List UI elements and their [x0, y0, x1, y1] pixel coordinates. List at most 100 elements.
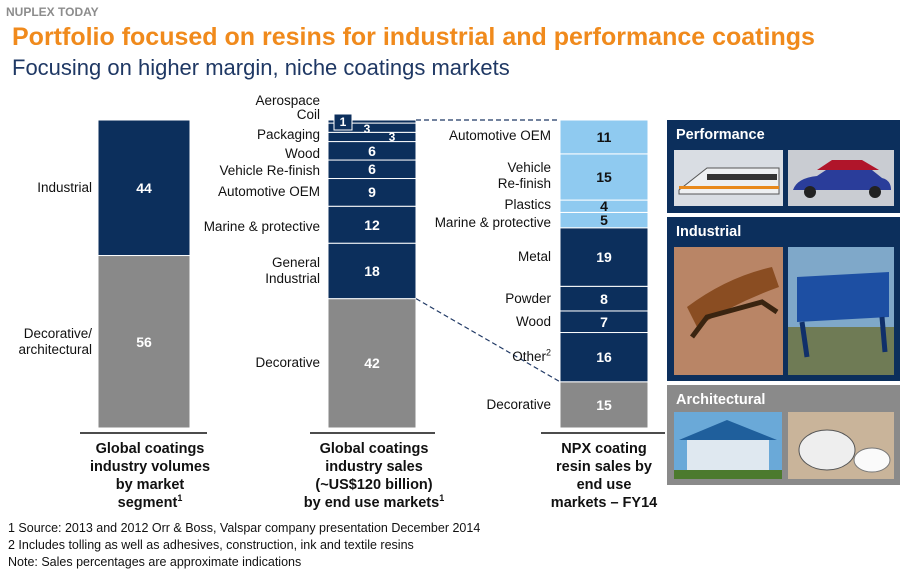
panel-images — [674, 412, 894, 479]
title: Portfolio focused on resins for industri… — [12, 23, 815, 51]
caption-text: NPX coating resin sales by end use marke… — [550, 441, 658, 511]
segment-name: Vehicle Re-finish — [497, 160, 551, 191]
segment-name: Wood — [284, 146, 320, 161]
segment-label: Coil — [297, 107, 320, 123]
value-label: 1 — [339, 115, 347, 129]
value-label: 12 — [364, 216, 380, 233]
wheel — [804, 186, 816, 198]
car-blue — [793, 166, 891, 190]
segment-name: Aerospace — [255, 93, 320, 108]
bar-segment — [327, 119, 417, 124]
segment-label: Wood — [516, 314, 551, 330]
value-label: 3 — [388, 130, 396, 144]
chart-caption: NPX coating resin sales by end use marke… — [551, 440, 657, 512]
segment-name: Powder — [505, 290, 551, 306]
bar-segment — [559, 227, 649, 287]
caption-text: Global coatings industry sales (~US$120 … — [303, 441, 440, 511]
chart-caption: Global coatings industry volumes by mark… — [90, 440, 210, 512]
bench-wood — [687, 267, 779, 327]
bar-segment — [97, 119, 191, 257]
bench-frame — [690, 299, 779, 339]
lawn — [674, 470, 782, 479]
note-marker: 1 — [177, 493, 183, 504]
panel-performance: Performance — [667, 120, 900, 213]
bench-legs — [799, 316, 888, 358]
note-marker: 2 — [545, 347, 551, 358]
segment-name: Plastics — [504, 197, 551, 212]
segment-name: Automotive OEM — [448, 128, 551, 143]
segment-name: Marine & protective — [203, 219, 320, 234]
value-label: 18 — [364, 262, 380, 279]
value-label: 44 — [136, 179, 152, 196]
segment-label: Automotive OEM — [218, 184, 320, 200]
paint-lid — [853, 447, 891, 473]
value-label: 6 — [368, 161, 376, 178]
segment-name: Decorative/ architectural — [18, 325, 92, 357]
segment-label: Vehicle Re-finish — [498, 160, 551, 192]
value-label: 8 — [600, 290, 608, 307]
segment-label: Automotive OEM — [449, 128, 551, 144]
bar-segment — [327, 205, 417, 244]
segment-name: Vehicle Re-finish — [219, 163, 320, 178]
value-label: 16 — [596, 349, 612, 366]
value-label: 15 — [596, 396, 612, 413]
segment-name: Coil — [296, 107, 320, 122]
footnote: 2 Includes tolling as well as adhesives,… — [8, 538, 414, 552]
value-label: 9 — [368, 184, 376, 201]
segment-label: General Industrial — [265, 255, 320, 287]
roof — [679, 420, 777, 440]
segment-label: Powder — [505, 291, 551, 307]
segment-label: Decorative — [255, 355, 320, 371]
blue-bench — [797, 272, 889, 322]
segment-label: Decorative/ architectural — [18, 326, 92, 358]
segment-label: Wood — [285, 146, 320, 162]
note-marker: 1 — [439, 493, 445, 504]
segment-label: Metal — [518, 249, 551, 265]
value-label: 7 — [600, 313, 608, 330]
caption-text: Global coatings industry volumes by mark… — [89, 441, 211, 511]
segment-name: Decorative — [486, 396, 551, 412]
bar-segment — [327, 242, 417, 300]
paint-can — [798, 429, 856, 471]
value-label: 11 — [596, 128, 612, 145]
panel-industrial: Industrial — [667, 217, 900, 381]
bar-segment — [559, 153, 649, 201]
wheel — [869, 186, 881, 198]
value-label: 15 — [596, 168, 612, 185]
value-label: 56 — [136, 333, 152, 350]
segment-name: Metal — [517, 249, 551, 265]
segment-name: Wood — [515, 313, 551, 329]
bar-segment — [559, 119, 649, 155]
segment-label: Decorative — [486, 397, 551, 413]
connector — [415, 298, 561, 383]
segment-label: Marine & protective — [435, 215, 551, 231]
footnote: 1 Source: 2013 and 2012 Orr & Boss, Vals… — [8, 521, 481, 535]
value-box — [333, 113, 353, 131]
segment-name: Automotive OEM — [217, 184, 320, 199]
bar-segment — [97, 255, 191, 429]
chart-caption: Global coatings industry sales (~US$120 … — [304, 440, 444, 512]
bar-segment — [327, 178, 417, 207]
segment-name: Marine & protective — [434, 215, 551, 230]
car-red — [817, 160, 879, 170]
house-wall — [687, 440, 769, 470]
segment-label: Marine & protective — [204, 219, 320, 235]
segment-label: Packaging — [257, 127, 320, 143]
segment-label: Aerospace — [255, 93, 320, 109]
segment-name: Packaging — [256, 127, 320, 142]
value-label: 42 — [364, 355, 380, 372]
segment-name: Other — [512, 349, 546, 365]
value-label: 4 — [600, 198, 608, 215]
footnote: Note: Sales percentages are approximate … — [8, 555, 302, 569]
panel-architectural: Architectural — [667, 385, 900, 485]
value-label: 19 — [596, 249, 612, 266]
segment-label: Vehicle Re-finish — [219, 163, 320, 179]
segment-name: Decorative — [255, 355, 320, 371]
panel-title: Industrial — [676, 224, 742, 240]
train-stripe — [679, 186, 779, 189]
bar-segment — [327, 131, 417, 143]
brand: NUPLEX TODAY — [6, 5, 99, 19]
panel-title: Performance — [676, 127, 765, 143]
panel-title: Architectural — [676, 392, 766, 408]
